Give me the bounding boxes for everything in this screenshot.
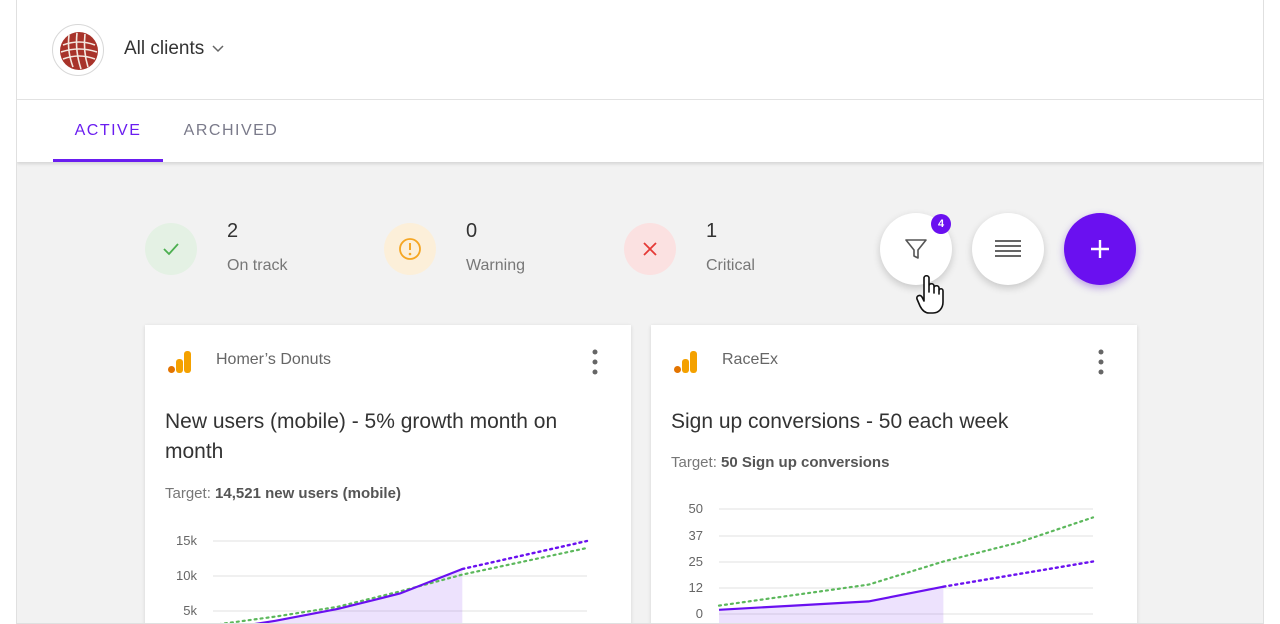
app-frame: All clients ACTIVE ARCHIVED 2 On track 0… [16, 0, 1264, 624]
list-view-button[interactable] [972, 213, 1044, 285]
critical-count: 1 [706, 220, 718, 242]
add-goal-button[interactable] [1064, 213, 1136, 285]
check-icon [163, 243, 179, 256]
actual-area [719, 586, 944, 623]
tabs-bar: ACTIVE ARCHIVED [17, 100, 1263, 162]
google-analytics-icon [168, 351, 191, 373]
y-tick-label: 37 [689, 528, 703, 543]
y-tick-label: 5k [183, 603, 197, 618]
goal-card[interactable]: Homer’s Donuts New users (mobile) - 5% g… [145, 325, 631, 623]
google-analytics-icon [674, 351, 697, 373]
critical-label: Critical [706, 257, 755, 274]
y-tick-label: 0 [696, 606, 703, 621]
filter-icon [905, 239, 927, 259]
goal-target: Target: 14,521 new users (mobile) [165, 485, 401, 502]
projection-series-line [461, 539, 589, 571]
critical-status-circle [624, 223, 676, 275]
y-tick-label: 10k [176, 568, 197, 583]
tab-active[interactable]: ACTIVE [53, 100, 163, 162]
actual-series-line [254, 567, 463, 623]
exclamation-icon [399, 238, 421, 260]
y-tick-label: 50 [689, 501, 703, 516]
target-value: 14,521 new users (mobile) [215, 485, 401, 502]
goal-title: Sign up conversions - 50 each week [671, 410, 1009, 433]
target-prefix: Target: [671, 454, 717, 471]
tab-archived[interactable]: ARCHIVED [183, 122, 279, 139]
warning-status-circle [384, 223, 436, 275]
goal-chart: 15k 10k 5k [176, 533, 589, 623]
warning-count: 0 [466, 220, 478, 242]
target-value: 50 Sign up conversions [721, 454, 890, 471]
y-tick-label: 25 [689, 554, 703, 569]
plus-icon [1091, 240, 1109, 258]
goal-chart: 50 37 25 12 0 [689, 501, 1095, 623]
on-track-label: On track [227, 257, 288, 274]
on-track-count: 2 [227, 220, 239, 242]
client-select-dropdown[interactable]: All clients [124, 38, 224, 60]
more-options-icon[interactable] [1091, 347, 1111, 377]
list-icon [995, 240, 1021, 257]
y-tick-label: 12 [689, 580, 703, 595]
top-bar: All clients [17, 0, 1263, 100]
client-select-label: All clients [124, 38, 205, 59]
hand-pointer-icon [916, 274, 944, 314]
filter-count-badge: 4 [931, 214, 951, 234]
actual-series-line [718, 585, 944, 611]
target-prefix: Target: [165, 485, 211, 502]
actual-area [261, 569, 463, 623]
goal-card[interactable]: RaceEx Sign up conversions - 50 each wee… [651, 325, 1137, 623]
client-avatar[interactable] [52, 24, 104, 76]
on-track-status-circle [145, 223, 197, 275]
y-tick-label: 15k [176, 533, 197, 548]
goal-title: New users (mobile) - 5% growth month on … [165, 410, 558, 463]
target-series-line [219, 546, 589, 623]
chevron-down-icon [212, 45, 224, 53]
target-series-line [717, 516, 1095, 607]
warning-label: Warning [466, 257, 525, 274]
more-options-icon[interactable] [585, 347, 605, 377]
x-icon [643, 242, 657, 256]
filter-button[interactable]: 4 [880, 213, 952, 285]
projection-series-line [942, 560, 1095, 588]
card-client-name: RaceEx [722, 351, 779, 368]
goal-target: Target: 50 Sign up conversions [671, 454, 889, 471]
card-client-name: Homer’s Donuts [216, 351, 332, 368]
